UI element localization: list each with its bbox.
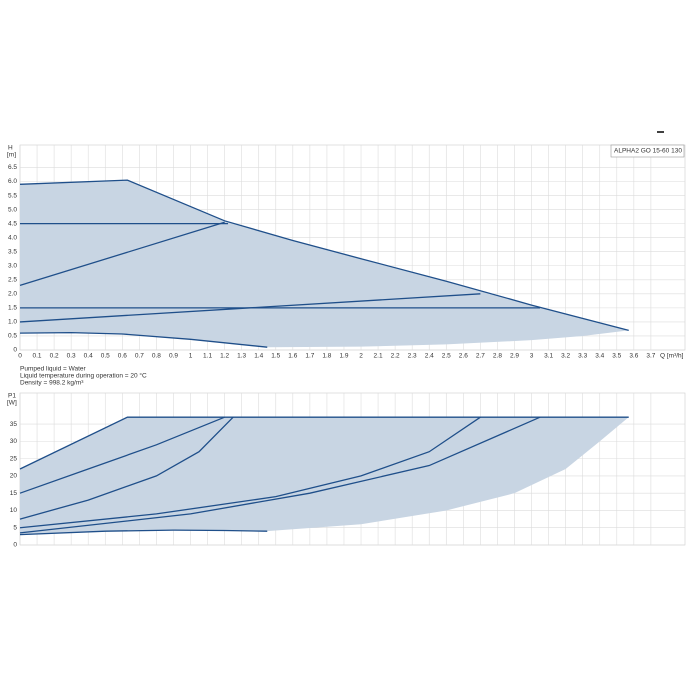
operating-area — [20, 417, 629, 535]
x-tick-label: 1.6 — [288, 353, 297, 360]
x-tick-label: 1.3 — [237, 353, 246, 360]
curve — [19, 416, 234, 520]
y-tick-label: 6.0 — [8, 178, 17, 185]
x-tick-label: 2.8 — [493, 353, 502, 360]
x-tick-label: 0.3 — [67, 353, 76, 360]
note: Liquid temperature during operation = 20… — [20, 372, 147, 380]
y-axis-label: P1 — [8, 393, 16, 400]
y-tick-label: 5 — [13, 524, 17, 531]
curve — [19, 529, 268, 536]
y-tick-label: 3.5 — [8, 248, 17, 255]
legend-label: ALPHA2 GO 15-60 130 — [614, 148, 682, 155]
x-tick-label: 0.6 — [118, 353, 127, 360]
y-tick-label: 6.5 — [8, 164, 17, 171]
x-tick-label: 2.6 — [459, 353, 468, 360]
x-tick-label: 1.2 — [220, 353, 229, 360]
y-tick-label: 25 — [10, 455, 18, 462]
x-tick-label: 3.3 — [578, 353, 587, 360]
y-tick-label: 5.0 — [8, 206, 17, 213]
x-tick-label: 3.5 — [612, 353, 621, 360]
y-tick-label: 10 — [10, 507, 18, 514]
y-tick-label: 4.5 — [8, 220, 17, 227]
x-tick-label: 1.8 — [322, 353, 331, 360]
x-tick-label: 3 — [530, 353, 534, 360]
x-tick-label: 1.1 — [203, 353, 212, 360]
x-tick-label: 2.9 — [510, 353, 519, 360]
curve — [19, 416, 541, 534]
x-tick-label: 1.5 — [271, 353, 280, 360]
curve — [19, 179, 629, 331]
x-tick-label: 3.4 — [595, 353, 604, 360]
y-tick-label: 0.5 — [8, 333, 17, 340]
x-tick-label: 0.7 — [135, 353, 144, 360]
y-tick-label: 1.5 — [8, 305, 17, 312]
x-tick-label: 1.7 — [305, 353, 314, 360]
y-tick-label: 0 — [13, 542, 17, 549]
y-axis-unit: [m] — [7, 152, 16, 159]
curve — [19, 331, 268, 348]
x-tick-label: 0 — [18, 353, 22, 360]
x-tick-label: 0.8 — [152, 353, 161, 360]
y-tick-label: 2.0 — [8, 291, 17, 298]
x-tick-label: 1 — [189, 353, 193, 360]
x-tick-label: 0.1 — [33, 353, 42, 360]
x-tick-label: 3.6 — [629, 353, 638, 360]
curve — [19, 416, 225, 494]
x-tick-label: 2 — [359, 353, 363, 360]
x-tick-label: 2.1 — [374, 353, 383, 360]
curve — [19, 416, 481, 529]
x-tick-label: 0.5 — [101, 353, 110, 360]
y-tick-label: 2.5 — [8, 277, 17, 284]
note: Density = 998.2 kg/m³ — [20, 380, 84, 387]
y-axis-unit: [W] — [7, 400, 17, 407]
y-tick-label: 15 — [10, 490, 18, 497]
curve — [19, 416, 629, 470]
x-tick-label: 3.2 — [561, 353, 570, 360]
x-tick-label: 0.2 — [50, 353, 59, 360]
y-tick-label: 4.0 — [8, 234, 17, 241]
x-tick-label: 2.3 — [408, 353, 417, 360]
y-tick-label: 0 — [13, 347, 17, 354]
curve — [19, 221, 225, 287]
x-axis-label: Q [m³/h] — [660, 353, 684, 360]
x-tick-label: 2.7 — [476, 353, 485, 360]
note: Pumped liquid = Water — [20, 366, 87, 373]
y-tick-label: 3.0 — [8, 262, 17, 269]
x-tick-label: 3.1 — [544, 353, 553, 360]
x-tick-label: 1.4 — [254, 353, 263, 360]
legend-box — [610, 144, 685, 158]
y-axis-label: H — [8, 145, 13, 152]
operating-area — [20, 180, 629, 348]
x-tick-label: 0.9 — [169, 353, 178, 360]
x-tick-label: 2.5 — [442, 353, 451, 360]
y-tick-label: 35 — [10, 421, 18, 428]
y-tick-label: 1.0 — [8, 319, 17, 326]
y-tick-label: 5.5 — [8, 192, 17, 199]
y-tick-label: 30 — [10, 438, 18, 445]
x-tick-label: 0.4 — [84, 353, 93, 360]
y-tick-label: 20 — [10, 473, 18, 480]
x-tick-label: 2.2 — [391, 353, 400, 360]
x-tick-label: 2.4 — [425, 353, 434, 360]
x-tick-label: 1.9 — [339, 353, 348, 360]
x-tick-label: 3.7 — [646, 353, 655, 360]
